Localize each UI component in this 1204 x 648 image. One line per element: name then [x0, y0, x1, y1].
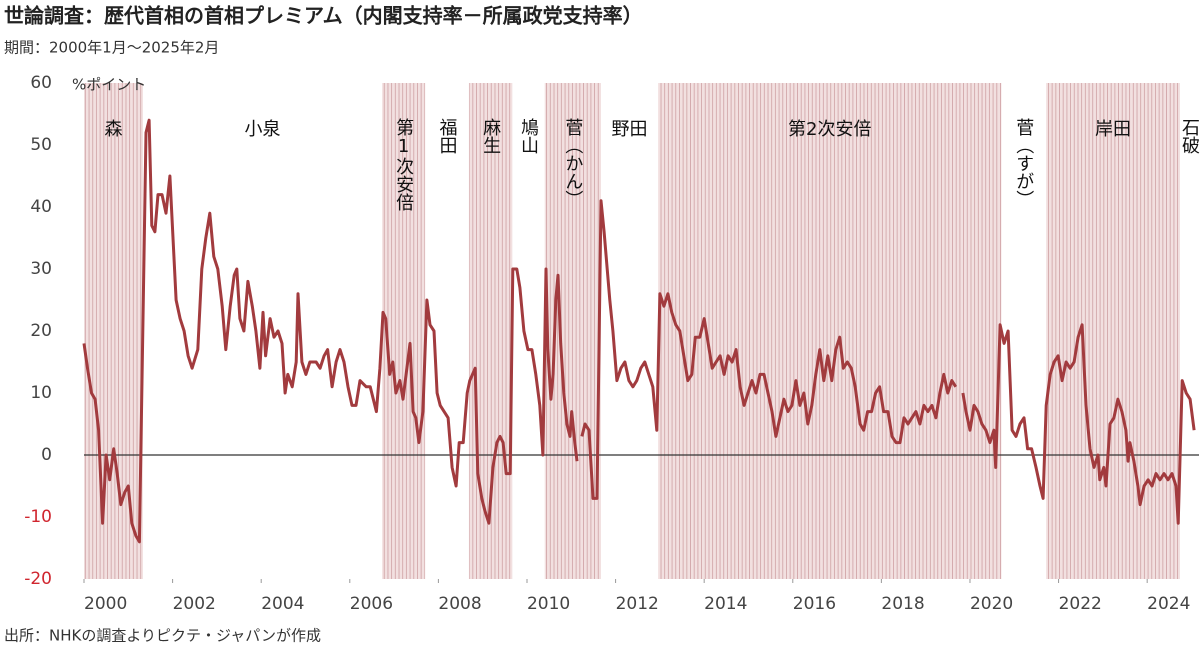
pm-label: 小泉: [245, 119, 281, 140]
x-tick-label: 2014: [704, 594, 747, 614]
y-tick-label: 0: [41, 445, 52, 465]
pm-label: 福田: [437, 118, 458, 154]
pm-label: 石破: [1179, 118, 1200, 154]
y-tick-label: 50: [30, 135, 52, 155]
pm-label: 菅（すが）: [1013, 118, 1034, 208]
x-tick-label: 2010: [527, 594, 570, 614]
y-tick-label: 30: [30, 259, 52, 279]
y-tick-label: 40: [30, 197, 52, 217]
y-tick-label: 10: [30, 383, 52, 403]
x-tick-label: 2022: [1059, 594, 1102, 614]
background-layer: [84, 83, 1180, 579]
y-unit-label: %ポイント: [72, 76, 146, 94]
period-band: [382, 83, 426, 579]
x-tick-label: 2020: [970, 594, 1013, 614]
x-tick-label: 2016: [793, 594, 836, 614]
y-tick-label: 20: [30, 321, 52, 341]
pm-label: 第2次安倍: [788, 119, 871, 140]
y-tick-label: -20: [24, 569, 52, 589]
x-tick-label: 2000: [84, 594, 127, 614]
x-tick-label: 2006: [350, 594, 393, 614]
x-tick-label: 2012: [616, 594, 659, 614]
pm-label: 岸田: [1095, 119, 1131, 140]
x-tick-label: 2008: [438, 594, 481, 614]
y-tick-label: 60: [30, 73, 52, 93]
y-tick-label: -10: [24, 507, 52, 527]
pm-label: 菅（かん）: [562, 118, 583, 208]
pm-label: 森: [104, 119, 122, 140]
chart-title: 世論調査：歴代首相の首相プレミアム（内閣支持率－所属政党支持率）: [4, 4, 643, 28]
chart-subtitle: 期間：2000年1月～2025年2月: [4, 39, 219, 57]
period-band: [84, 83, 143, 579]
x-tick-label: 2004: [261, 594, 304, 614]
x-tick-label: 2018: [881, 594, 924, 614]
source-note: 出所：NHKの調査よりピクテ・ジャパンが作成: [4, 627, 321, 645]
period-band: [1046, 83, 1180, 579]
data-line: [82, 118, 1196, 544]
pm-label: 鳩山: [518, 118, 539, 154]
x-tick-label: 2002: [173, 594, 216, 614]
pm-label: 第1次安倍: [393, 118, 414, 211]
period-band: [658, 83, 1002, 579]
x-tick-label: 2024: [1147, 594, 1190, 614]
pm-label: 野田: [612, 119, 648, 140]
pm-label: 麻生: [480, 118, 501, 154]
